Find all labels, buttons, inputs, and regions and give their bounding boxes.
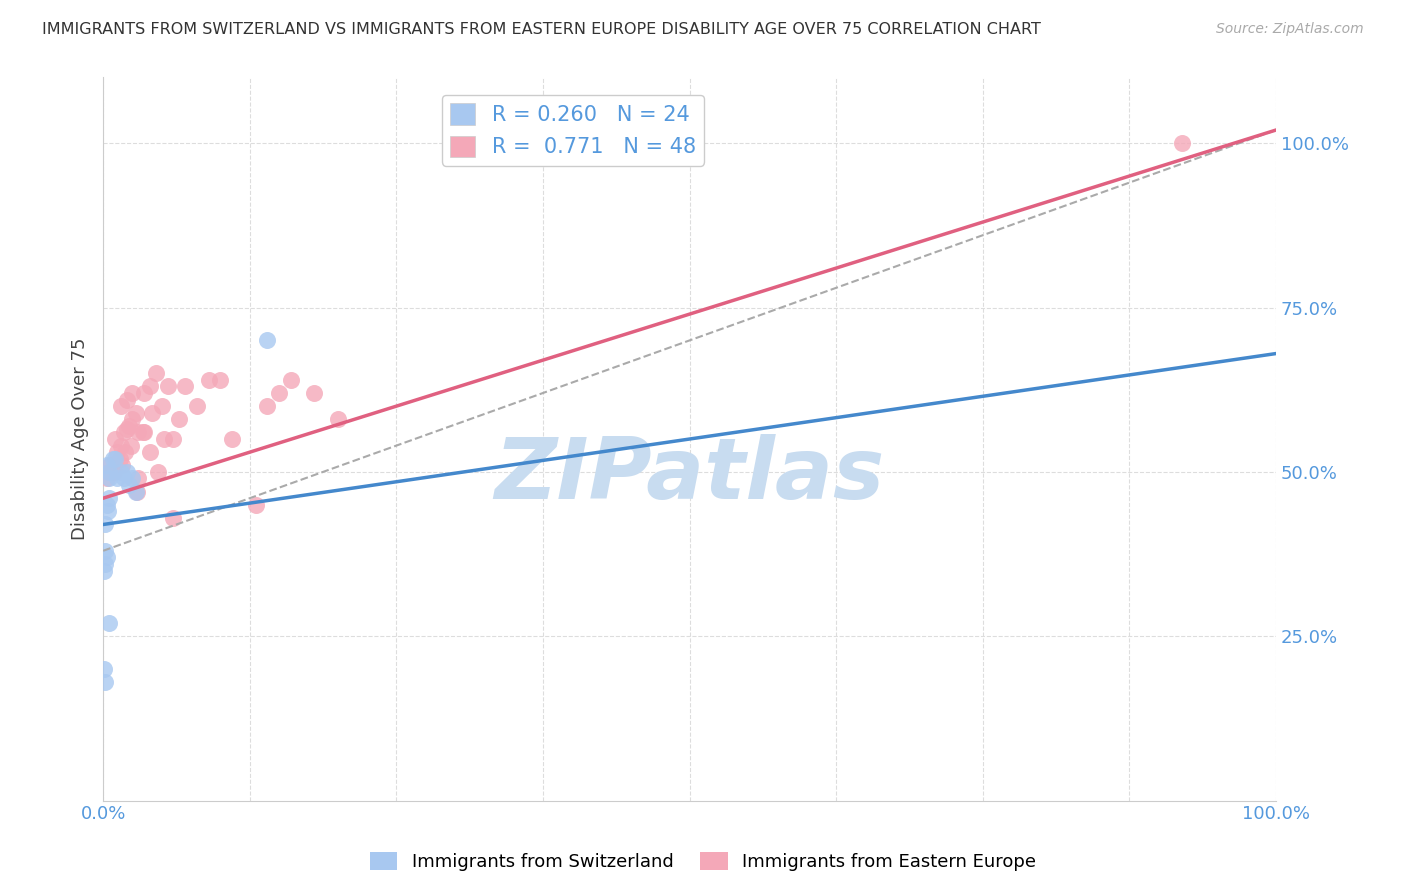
Point	[94, 517, 117, 532]
Text: ZIPatlas: ZIPatlas	[495, 434, 884, 516]
Point	[98, 491, 121, 506]
Point	[132, 425, 155, 440]
Point	[112, 425, 135, 440]
Point	[120, 439, 142, 453]
Point	[96, 458, 118, 473]
Point	[139, 379, 162, 393]
Point	[114, 445, 136, 459]
Point	[96, 550, 118, 565]
Point	[110, 439, 132, 453]
Legend: R = 0.260   N = 24, R =  0.771   N = 48: R = 0.260 N = 24, R = 0.771 N = 48	[441, 95, 704, 166]
Point	[110, 465, 132, 479]
Point	[93, 564, 115, 578]
Point	[96, 471, 118, 485]
Point	[98, 465, 121, 479]
Point	[134, 386, 156, 401]
Point	[125, 484, 148, 499]
Point	[127, 471, 149, 485]
Point	[115, 422, 138, 436]
Point	[209, 373, 232, 387]
Point	[256, 399, 278, 413]
Point	[326, 412, 349, 426]
Point	[98, 616, 121, 631]
Point	[104, 432, 127, 446]
Point	[302, 386, 325, 401]
Point	[115, 465, 138, 479]
Point	[145, 366, 167, 380]
Point	[121, 471, 143, 485]
Point	[115, 392, 138, 407]
Point	[112, 471, 135, 485]
Point	[197, 373, 219, 387]
Point	[141, 406, 163, 420]
Point	[156, 379, 179, 393]
Point	[111, 458, 134, 473]
Point	[121, 386, 143, 401]
Point	[256, 334, 278, 348]
Point	[221, 432, 243, 446]
Point	[148, 465, 170, 479]
Point	[153, 432, 176, 446]
Point	[127, 425, 149, 440]
Y-axis label: Disability Age Over 75: Disability Age Over 75	[72, 338, 89, 541]
Point	[150, 399, 173, 413]
Point	[127, 484, 149, 499]
Point	[118, 478, 141, 492]
Point	[134, 425, 156, 440]
Point	[162, 511, 184, 525]
Point	[162, 432, 184, 446]
Point	[280, 373, 302, 387]
Text: IMMIGRANTS FROM SWITZERLAND VS IMMIGRANTS FROM EASTERN EUROPE DISABILITY AGE OVE: IMMIGRANTS FROM SWITZERLAND VS IMMIGRANT…	[42, 22, 1040, 37]
Legend: Immigrants from Switzerland, Immigrants from Eastern Europe: Immigrants from Switzerland, Immigrants …	[363, 845, 1043, 879]
Point	[139, 445, 162, 459]
Point	[174, 379, 197, 393]
Point	[103, 465, 125, 479]
Point	[105, 445, 128, 459]
Point	[101, 451, 124, 466]
Point	[169, 412, 191, 426]
Point	[97, 504, 120, 518]
Point	[108, 451, 131, 466]
Point	[98, 465, 121, 479]
Text: Source: ZipAtlas.com: Source: ZipAtlas.com	[1216, 22, 1364, 37]
Point	[93, 662, 115, 676]
Point	[1171, 136, 1194, 151]
Point	[245, 498, 267, 512]
Point	[96, 498, 118, 512]
Point	[186, 399, 208, 413]
Point	[94, 675, 117, 690]
Point	[267, 386, 290, 401]
Point	[98, 458, 121, 473]
Point	[94, 543, 117, 558]
Point	[121, 412, 143, 426]
Point	[104, 451, 127, 466]
Point	[110, 399, 132, 413]
Point	[94, 557, 117, 571]
Point	[125, 406, 148, 420]
Point	[105, 471, 128, 485]
Point	[98, 471, 121, 485]
Point	[118, 418, 141, 433]
